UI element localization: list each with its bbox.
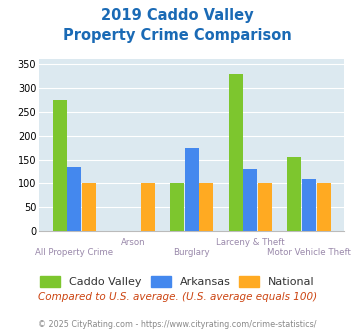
Text: Larceny & Theft: Larceny & Theft	[216, 238, 285, 247]
Text: 2019 Caddo Valley: 2019 Caddo Valley	[101, 8, 254, 23]
Bar	[288, 157, 301, 231]
Bar	[141, 183, 155, 231]
Bar	[302, 179, 316, 231]
Bar	[170, 183, 184, 231]
Text: © 2025 CityRating.com - https://www.cityrating.com/crime-statistics/: © 2025 CityRating.com - https://www.city…	[38, 320, 317, 329]
Bar	[200, 183, 213, 231]
Bar	[185, 148, 199, 231]
Bar	[53, 100, 67, 231]
Bar	[317, 183, 331, 231]
Text: Motor Vehicle Theft: Motor Vehicle Theft	[267, 248, 351, 257]
Text: Arson: Arson	[121, 238, 145, 247]
Text: Property Crime Comparison: Property Crime Comparison	[63, 28, 292, 43]
Bar	[67, 167, 81, 231]
Text: Compared to U.S. average. (U.S. average equals 100): Compared to U.S. average. (U.S. average …	[38, 292, 317, 302]
Bar	[229, 74, 243, 231]
Bar	[244, 169, 257, 231]
Bar	[82, 183, 96, 231]
Text: All Property Crime: All Property Crime	[35, 248, 113, 257]
Bar	[258, 183, 272, 231]
Legend: Caddo Valley, Arkansas, National: Caddo Valley, Arkansas, National	[36, 271, 319, 291]
Text: Burglary: Burglary	[173, 248, 210, 257]
